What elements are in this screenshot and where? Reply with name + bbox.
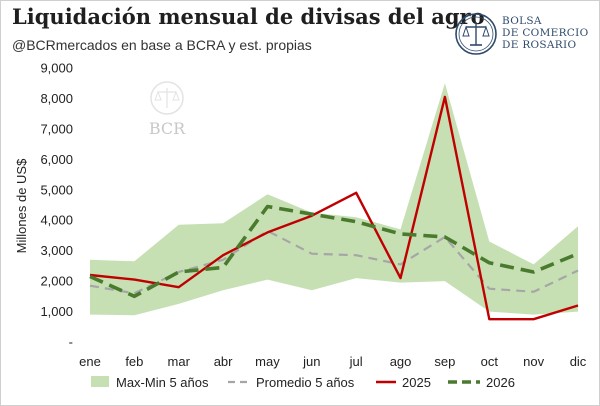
y-tick-label: -	[69, 335, 73, 350]
bcr-watermark: BCR	[149, 81, 186, 138]
y-tick-label: 6,000	[40, 152, 73, 167]
y-axis-ticks: - 1,000 2,000 3,000 4,000 5,000 6,000 7,000 8,00…	[40, 61, 73, 350]
x-tick-label: sep	[434, 354, 455, 369]
y-tick-label: 2,000	[40, 274, 73, 289]
max-min-band	[90, 83, 578, 316]
series-line-2025	[89, 95, 579, 321]
legend-swatch	[91, 376, 109, 387]
watermark-text: BCR	[149, 119, 186, 138]
y-tick-label: 3,000	[40, 243, 73, 258]
x-tick-label: may	[255, 354, 280, 369]
x-tick-label: ago	[390, 354, 412, 369]
plot-area	[89, 83, 579, 321]
x-tick-label: feb	[125, 354, 143, 369]
chart-subtitle: @BCRmercados en base a BCRA y est. propi…	[12, 37, 312, 53]
bcr-seal-icon	[455, 13, 497, 55]
x-axis-ticks: ene feb mar abr may jun jul ago sep oct nov dic	[79, 354, 587, 369]
y-tick-label: 7,000	[40, 121, 73, 136]
y-tick-label: 1,000	[40, 304, 73, 319]
legend-label: Promedio 5 años	[256, 375, 355, 390]
x-tick-label: ene	[79, 354, 101, 369]
x-tick-label: nov	[523, 354, 544, 369]
legend: Max-Min 5 años Promedio 5 años 2025 2026	[91, 375, 515, 390]
x-tick-label: dic	[570, 354, 587, 369]
x-tick-label: mar	[168, 354, 191, 369]
y-tick-label: 9,000	[40, 61, 73, 76]
bcr-logo-text: BOLSA DE COMERCIO DE ROSARIO	[502, 15, 588, 51]
legend-label: 2025	[402, 375, 431, 390]
x-tick-label: jul	[349, 354, 363, 369]
logo-line-2: DE COMERCIO	[502, 27, 589, 39]
series-line-2026	[89, 204, 579, 299]
watermark-seal-icon	[150, 81, 184, 115]
x-tick-label: oct	[481, 354, 499, 369]
logo-line-1: BOLSA	[502, 15, 542, 27]
y-axis-label: Millones de US$	[14, 158, 29, 253]
x-tick-label: jun	[302, 354, 320, 369]
y-tick-label: 8,000	[40, 91, 73, 106]
x-tick-label: abr	[214, 354, 233, 369]
bcr-logo: BOLSA DE COMERCIO DE ROSARIO	[454, 12, 594, 56]
chart-title: Liquidación mensual de divisas del agro	[12, 4, 485, 29]
logo-line-3: DE ROSARIO	[502, 39, 577, 51]
y-tick-label: 4,000	[40, 213, 73, 228]
y-tick-label: 5,000	[40, 182, 73, 197]
legend-label: Max-Min 5 años	[116, 375, 209, 390]
legend-label: 2026	[486, 375, 515, 390]
